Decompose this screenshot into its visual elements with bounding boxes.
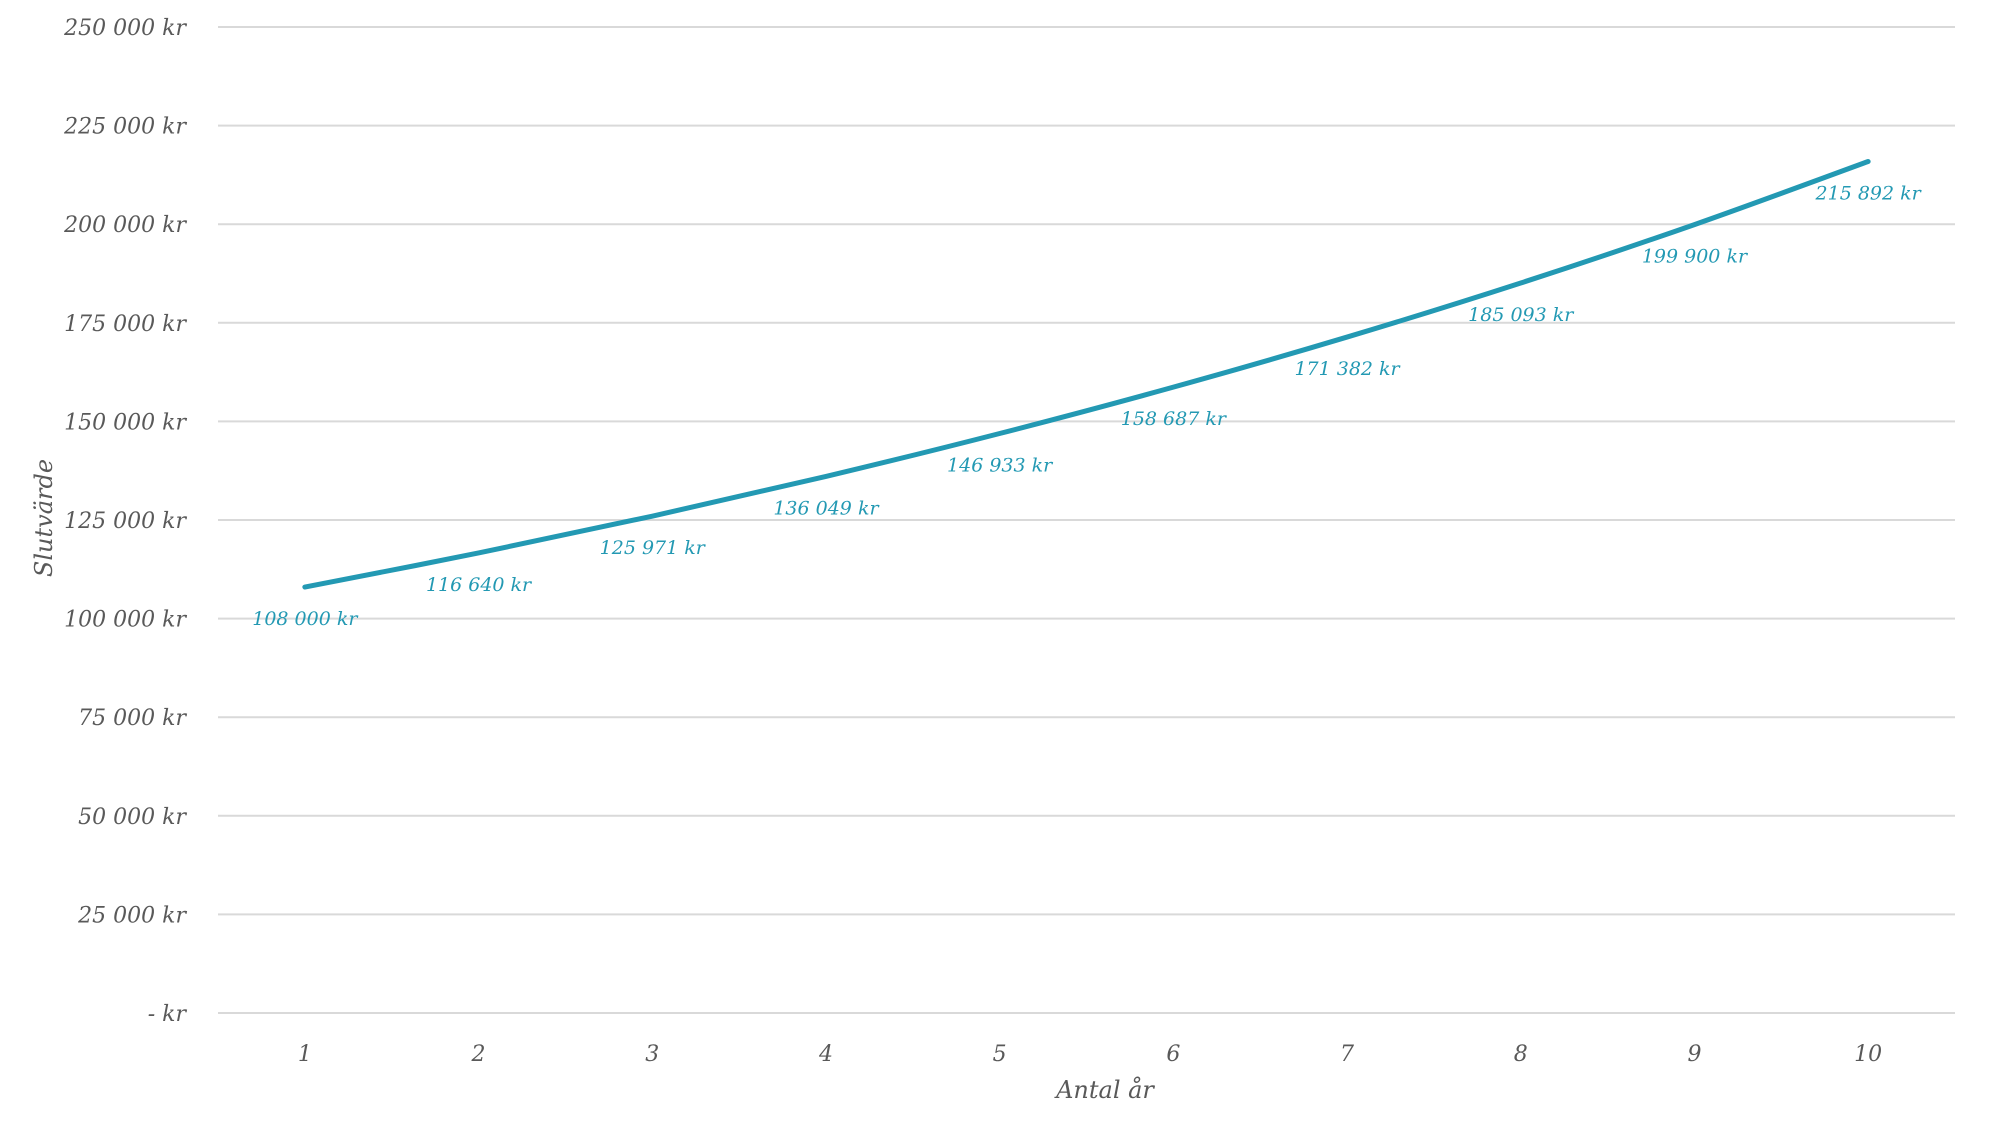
x-tick-label: 8 — [1514, 1042, 1528, 1067]
x-axis-tick-labels: 1 2 3 4 5 6 7 8 9 10 — [298, 1042, 1882, 1067]
data-label: 215 892 kr — [1815, 183, 1923, 205]
x-tick-label: 3 — [645, 1042, 659, 1067]
data-labels: 108 000 kr 116 640 kr 125 971 kr 136 049 kr… — [252, 183, 1922, 631]
x-tick-label: 6 — [1166, 1042, 1180, 1067]
y-tick-label: 175 000 kr — [64, 312, 187, 337]
data-label: 171 382 kr — [1294, 358, 1401, 380]
y-tick-label: 150 000 kr — [64, 410, 187, 435]
data-label: 116 640 kr — [426, 574, 533, 596]
y-tick-label: - kr — [148, 1002, 188, 1027]
x-tick-label: 2 — [471, 1042, 486, 1067]
x-axis-title: Antal år — [1054, 1075, 1155, 1104]
x-tick-label: 9 — [1687, 1042, 1701, 1067]
data-label: 199 900 kr — [1642, 246, 1749, 268]
y-tick-label: 250 000 kr — [63, 16, 187, 41]
y-tick-label: 125 000 kr — [64, 509, 187, 534]
data-label: 136 049 kr — [773, 497, 880, 519]
data-label: 158 687 kr — [1121, 408, 1228, 430]
data-label: 125 971 kr — [600, 537, 707, 559]
y-tick-label: 75 000 kr — [78, 706, 187, 731]
y-axis-title: Slutvärde — [30, 459, 58, 577]
y-axis-tick-labels: - kr 25 000 kr 50 000 kr 75 000 kr 100 000 k… — [63, 16, 187, 1027]
x-tick-label: 1 — [298, 1042, 312, 1067]
series-line — [302, 159, 1871, 590]
series-group — [302, 159, 1871, 590]
gridlines — [218, 26, 1955, 1014]
x-tick-label: 10 — [1854, 1042, 1882, 1067]
y-tick-label: 50 000 kr — [78, 805, 187, 830]
y-tick-label: 100 000 kr — [64, 608, 187, 633]
x-tick-label: 5 — [993, 1042, 1007, 1067]
x-tick-label: 7 — [1340, 1042, 1354, 1067]
data-label: 146 933 kr — [947, 454, 1054, 476]
y-tick-label: 225 000 kr — [63, 115, 187, 140]
y-tick-label: 200 000 kr — [63, 213, 187, 238]
x-tick-label: 4 — [818, 1042, 833, 1067]
data-label: 185 093 kr — [1468, 304, 1575, 326]
data-label: 108 000 kr — [252, 608, 359, 630]
y-tick-label: 25 000 kr — [77, 903, 187, 928]
